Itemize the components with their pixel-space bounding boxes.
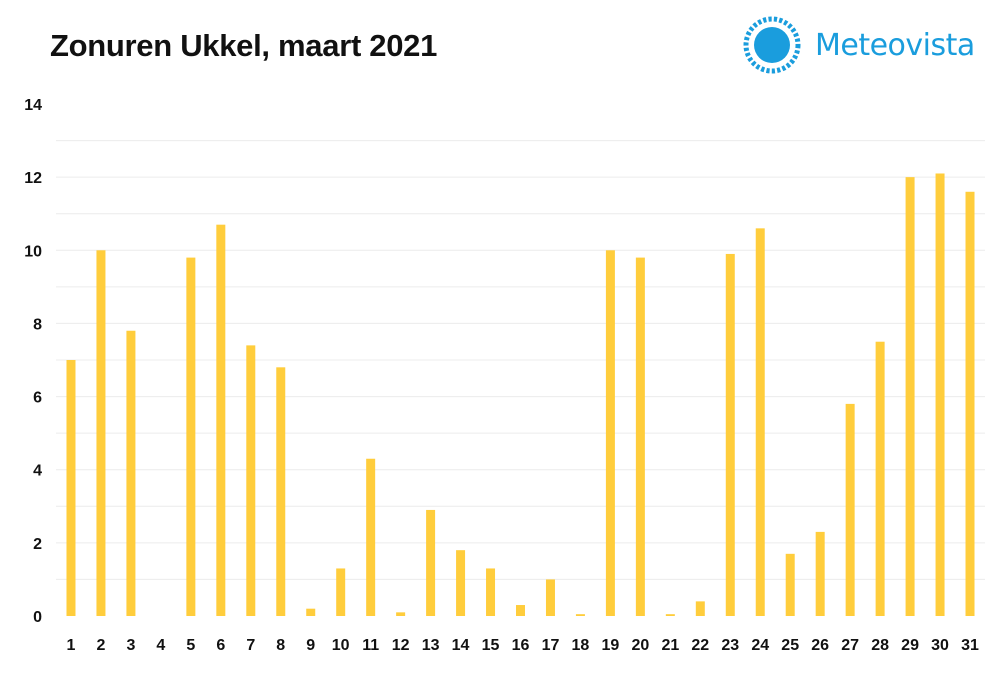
bar-day-26	[815, 531, 825, 616]
bar-day-10	[336, 568, 346, 616]
bar-day-27	[845, 403, 855, 616]
y-tick-label: 6	[33, 390, 42, 407]
bar-day-29	[905, 177, 915, 616]
x-tick-label: 27	[841, 637, 859, 654]
y-tick-label: 10	[24, 243, 42, 260]
x-tick-label: 17	[542, 637, 560, 654]
y-tick-label: 12	[24, 170, 42, 187]
bar-day-20	[635, 257, 645, 616]
bar-day-14	[456, 550, 466, 616]
y-tick-label: 0	[33, 609, 42, 626]
bar-day-15	[486, 568, 496, 616]
x-tick-label: 22	[691, 637, 709, 654]
bars	[66, 173, 975, 617]
bar-day-1	[66, 360, 76, 616]
bar-day-24	[755, 228, 765, 617]
bar-day-5	[186, 257, 196, 616]
x-tick-label: 11	[362, 637, 379, 654]
chart-title: Zonuren Ukkel, maart 2021	[50, 28, 438, 63]
x-tick-label: 1	[67, 637, 76, 654]
x-tick-label: 6	[216, 637, 225, 654]
x-tick-label: 28	[871, 637, 889, 654]
bar-day-3	[126, 330, 136, 616]
bar-day-9	[306, 608, 316, 616]
x-tick-label: 29	[901, 637, 919, 654]
x-tick-label: 24	[751, 637, 769, 654]
bar-day-12	[396, 612, 406, 616]
x-tick-label: 18	[572, 637, 590, 654]
bar-day-17	[545, 579, 555, 616]
x-tick-label: 3	[126, 637, 135, 654]
bar-day-23	[725, 253, 735, 616]
bar-day-7	[246, 345, 256, 616]
x-tick-label: 9	[306, 637, 315, 654]
bar-day-19	[605, 250, 615, 617]
bar-day-6	[216, 224, 226, 616]
bar-day-31	[965, 191, 975, 616]
bar-day-16	[516, 605, 525, 616]
x-tick-label: 8	[276, 637, 285, 654]
grid-lines	[56, 140, 985, 580]
y-tick-label: 14	[24, 97, 42, 114]
x-tick-label: 21	[661, 637, 679, 654]
bar-day-30	[935, 173, 945, 616]
x-tick-label: 31	[961, 637, 979, 654]
x-tick-label: 20	[631, 637, 649, 654]
y-axis: 0 2 4 6 8 10 12 14	[24, 97, 42, 626]
bar-day-28	[875, 341, 885, 616]
x-tick-label: 12	[392, 637, 410, 654]
x-tick-label: 5	[186, 637, 195, 654]
y-tick-label: 8	[33, 316, 42, 333]
x-tick-label: 23	[721, 637, 739, 654]
bar-day-25	[785, 553, 795, 616]
sun-icon	[743, 16, 801, 74]
x-tick-label: 15	[482, 637, 500, 654]
bar-day-8	[276, 367, 286, 616]
x-tick-label: 25	[781, 637, 799, 654]
x-tick-label: 13	[422, 637, 440, 654]
x-tick-label: 10	[332, 637, 350, 654]
x-tick-label: 30	[931, 637, 949, 654]
x-tick-label: 16	[512, 637, 530, 654]
bar-day-11	[366, 458, 376, 616]
bar-day-18	[575, 614, 585, 616]
brand-name: Meteovista	[815, 27, 975, 63]
y-tick-label: 2	[33, 536, 42, 553]
x-tick-label: 2	[96, 637, 105, 654]
x-tick-label: 19	[602, 637, 620, 654]
bar-day-22	[695, 601, 705, 616]
x-tick-label: 7	[246, 637, 255, 654]
bar-day-2	[96, 250, 106, 617]
x-tick-label: 14	[452, 637, 470, 654]
bar-day-13	[426, 509, 436, 616]
x-tick-label: 4	[156, 637, 165, 654]
x-axis: 1 2 3 4 5 6 7 8 9 10 11 12 13 14 15 16 17 18 19 20 21 22 23 24 2…	[67, 637, 979, 654]
y-tick-label: 4	[33, 463, 42, 480]
brand: Meteovista	[741, 14, 975, 76]
x-tick-label: 26	[811, 637, 829, 654]
bar-day-21	[665, 614, 675, 616]
